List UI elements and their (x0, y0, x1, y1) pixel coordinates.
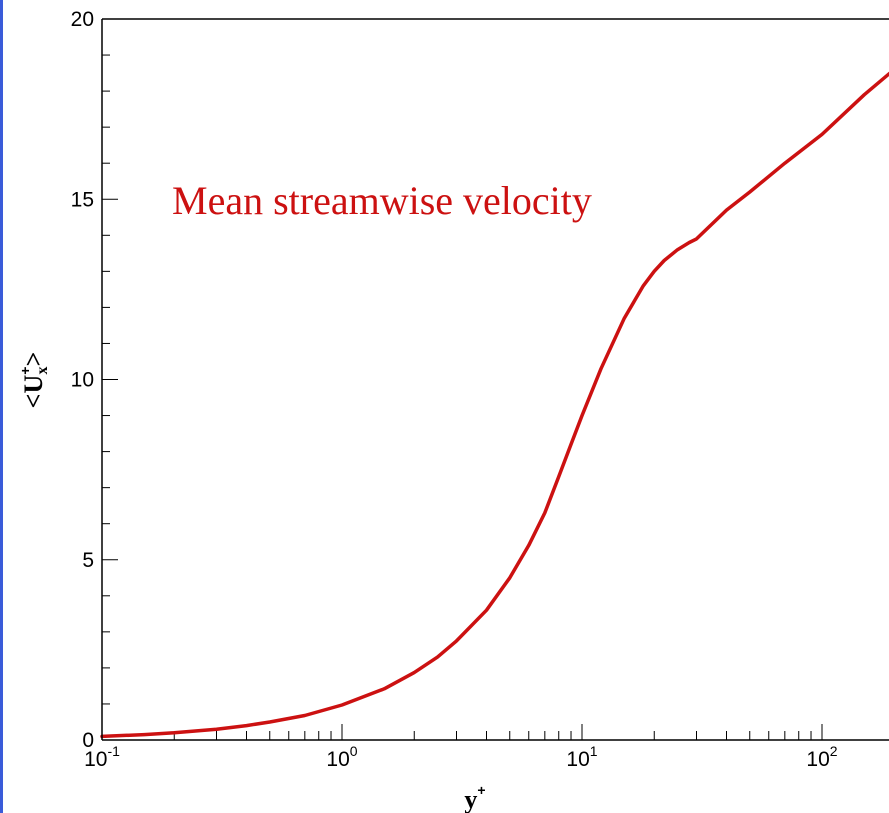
y-axis-label: <U+x> (17, 352, 51, 409)
y-tick-label: 15 (71, 188, 94, 211)
x-tick-label-base: 10 (566, 748, 589, 771)
axis-ticks (101, 18, 823, 741)
y-tick-label: 20 (71, 8, 94, 31)
x-axis-label-base: y (464, 785, 477, 813)
x-axis-label: y+ (464, 782, 485, 813)
x-tick-label-base: 10 (806, 748, 829, 771)
x-tick-label-exp: 1 (590, 743, 598, 759)
y-axis-label-sub: x (34, 367, 51, 375)
y-axis-label-open: < (19, 393, 48, 408)
x-tick-label-exp: -1 (107, 743, 120, 759)
x-tick-label-base: 10 (326, 748, 349, 771)
y-tick-label: 5 (82, 549, 94, 572)
y-axis-label-close: > (19, 352, 48, 367)
x-tick-label-base: 10 (84, 748, 107, 771)
x-tick-label: 100 (326, 743, 357, 771)
x-tick-label: 10-1 (84, 743, 120, 771)
x-axis-label-sup: + (477, 782, 485, 798)
y-axis-label-sup: + (17, 367, 33, 375)
x-tick-label-exp: 2 (830, 743, 838, 759)
annotation-text: Mean streamwise velocity (172, 178, 592, 223)
y-axis-label-base: U (19, 374, 48, 393)
plot-frame (101, 18, 889, 741)
x-tick-label: 101 (566, 743, 597, 771)
window-edge (0, 0, 3, 813)
series-line (100, 71, 889, 739)
x-tick-label: 102 (806, 743, 837, 771)
y-tick-label: 0 (82, 729, 94, 752)
x-tick-label-exp: 0 (350, 743, 358, 759)
y-tick-label: 10 (71, 369, 94, 392)
